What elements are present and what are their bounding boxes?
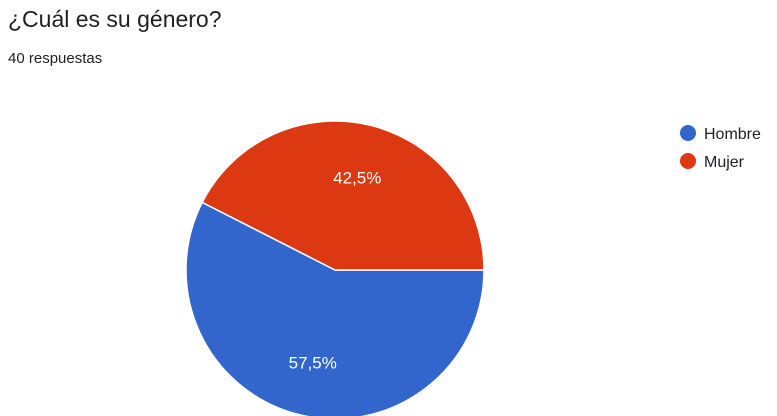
legend-label-hombre: Hombre [704, 126, 761, 143]
legend-label-mujer: Mujer [704, 154, 745, 171]
response-count: 40 respuestas [8, 50, 103, 67]
legend-swatch-hombre [680, 125, 696, 141]
pie-slice-hombre[interactable] [185, 201, 485, 416]
pie-labels: 57,5% 42,5% [289, 168, 382, 372]
legend: Hombre Mujer [680, 125, 761, 171]
legend-swatch-mujer [680, 153, 696, 169]
pie-label-hombre: 57,5% [289, 354, 337, 373]
pie-label-mujer: 42,5% [333, 168, 381, 187]
pie-slice-mujer[interactable] [201, 120, 485, 271]
pie-slices [185, 120, 485, 416]
question-title: ¿Cuál es su género? [8, 6, 222, 32]
